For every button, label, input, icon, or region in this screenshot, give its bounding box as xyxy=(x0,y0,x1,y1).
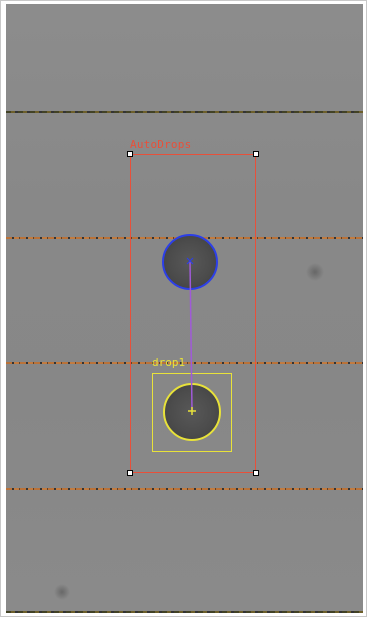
horizontal-line xyxy=(6,362,363,364)
horizontal-line xyxy=(6,488,363,490)
tracking-overlay xyxy=(186,257,196,415)
drop-label: drop1 xyxy=(152,356,186,369)
drop-track-line xyxy=(189,260,193,412)
background-speck xyxy=(306,263,324,281)
resize-handle-bottom-left[interactable] xyxy=(127,470,133,476)
camera-image: AutoDrops drop1 xyxy=(6,4,363,613)
resize-handle-top-left[interactable] xyxy=(127,151,133,157)
background-speck xyxy=(54,584,70,600)
resize-handle-bottom-right[interactable] xyxy=(253,470,259,476)
roi-autodrops-box[interactable] xyxy=(130,154,256,473)
source-center-marker xyxy=(186,257,194,265)
roi-label: AutoDrops xyxy=(130,138,192,151)
horizontal-line xyxy=(6,111,363,113)
drop-center-marker xyxy=(188,407,196,415)
horizontal-line xyxy=(6,611,363,613)
resize-handle-top-right[interactable] xyxy=(253,151,259,157)
